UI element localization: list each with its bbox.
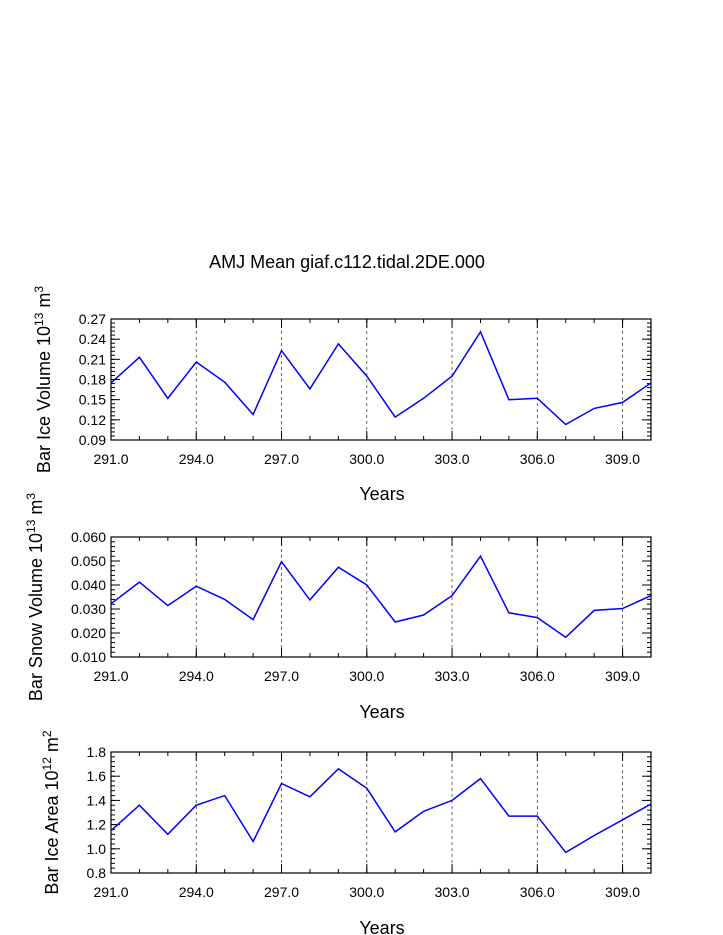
x-tick-label: 306.0 — [520, 451, 555, 467]
y-tick-label: 1.4 — [87, 792, 107, 808]
plot-frame — [110, 536, 652, 658]
y-axis-label: Bar Ice Volume 1013 m3 — [32, 286, 54, 473]
figure-title: AMJ Mean giaf.c112.tidal.2DE.000 — [209, 252, 485, 272]
x-tick-label: 303.0 — [435, 451, 470, 467]
y-tick-label: 0.24 — [79, 331, 106, 347]
x-tick-label: 309.0 — [605, 668, 640, 684]
y-tick-label: 0.15 — [79, 392, 106, 408]
y-tick-label: 0.12 — [79, 412, 106, 428]
y-tick-label: 1.2 — [87, 817, 107, 833]
x-tick-label: 309.0 — [605, 884, 640, 900]
x-tick-label: 294.0 — [179, 884, 214, 900]
y-tick-label: 0.18 — [79, 372, 106, 388]
x-axis-label: Years — [359, 918, 404, 935]
y-tick-label: 0.020 — [71, 625, 106, 641]
y-tick-label: 0.030 — [71, 601, 106, 617]
chart-panel-3: 291.0 294.0 297.0 300.0 303.0 306.0 309.0 0.8 1.… — [40, 730, 652, 935]
x-tick-label: 291.0 — [93, 668, 128, 684]
x-tick-label: 297.0 — [264, 668, 299, 684]
x-tick-label: 303.0 — [435, 884, 470, 900]
x-tick-label: 294.0 — [179, 668, 214, 684]
x-tick-label: 291.0 — [93, 884, 128, 900]
y-tick-label: 1.0 — [87, 841, 107, 857]
x-tick-label: 303.0 — [435, 668, 470, 684]
chart-panel-2: 291.0 294.0 297.0 300.0 303.0 306.0 309.0 0.010… — [24, 493, 652, 722]
y-tick-label: 0.8 — [87, 865, 107, 881]
x-tick-label: 300.0 — [349, 884, 384, 900]
series-line — [110, 767, 652, 854]
x-tick-label: 306.0 — [520, 668, 555, 684]
y-tick-label: 0.09 — [79, 432, 106, 448]
x-axis-label: Years — [359, 702, 404, 722]
y-axis-label: Bar Snow Volume 1013 m3 — [24, 493, 46, 701]
y-tick-label: 0.040 — [71, 577, 106, 593]
x-tick-label: 294.0 — [179, 451, 214, 467]
plot-frame — [110, 751, 652, 874]
y-tick-label: 1.8 — [87, 744, 107, 760]
x-tick-label: 306.0 — [520, 884, 555, 900]
x-tick-label: 291.0 — [93, 451, 128, 467]
x-tick-label: 297.0 — [264, 884, 299, 900]
y-tick-label: 0.21 — [79, 351, 106, 367]
series-line — [110, 554, 652, 639]
x-tick-label: 300.0 — [349, 668, 384, 684]
y-axis-label: Bar Ice Area 1012 m2 — [40, 730, 62, 894]
y-tick-label: 0.010 — [71, 649, 106, 665]
y-tick-label: 1.6 — [87, 768, 107, 784]
x-axis-label: Years — [359, 484, 404, 504]
series-line — [110, 330, 652, 426]
y-tick-label: 0.27 — [79, 311, 106, 327]
x-tick-label: 309.0 — [605, 451, 640, 467]
x-tick-label: 297.0 — [264, 451, 299, 467]
x-tick-label: 300.0 — [349, 451, 384, 467]
chart-panel-1: 291.0 294.0 297.0 300.0 303.0 306.0 309.0 0.09 0… — [32, 286, 652, 504]
y-tick-label: 0.050 — [71, 553, 106, 569]
y-tick-label: 0.060 — [71, 529, 106, 545]
